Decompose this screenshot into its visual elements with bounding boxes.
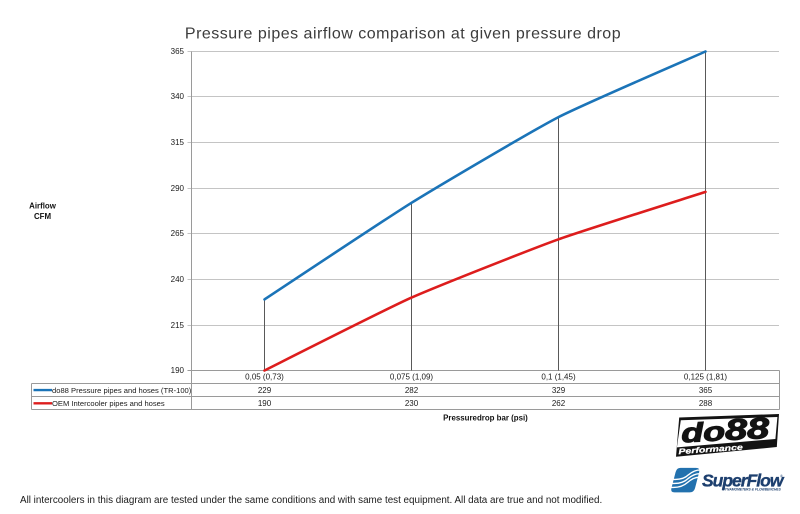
svg-text:288: 288 [699, 399, 713, 408]
svg-text:329: 329 [552, 386, 566, 395]
svg-text:OEM Intercooler pipes and hose: OEM Intercooler pipes and hoses [52, 399, 165, 408]
svg-text:340: 340 [171, 92, 185, 101]
svg-text:365: 365 [171, 47, 185, 56]
svg-text:do88 Pressure pipes and hoses: do88 Pressure pipes and hoses (TR-100) [52, 386, 192, 395]
svg-text:230: 230 [405, 399, 419, 408]
svg-text:CFM: CFM [34, 212, 52, 221]
svg-text:SuperFlow: SuperFlow [702, 470, 785, 490]
svg-text:190: 190 [171, 366, 185, 375]
svg-text:0,1 (1,45): 0,1 (1,45) [541, 373, 576, 382]
svg-text:Pressuredrop bar (psi): Pressuredrop bar (psi) [443, 413, 528, 422]
svg-text:215: 215 [171, 321, 185, 330]
svg-text:265: 265 [171, 229, 185, 238]
svg-text:0,05 (0,73): 0,05 (0,73) [245, 373, 284, 382]
svg-text:®: ® [780, 474, 783, 479]
svg-text:282: 282 [405, 386, 419, 395]
svg-text:229: 229 [258, 386, 272, 395]
svg-text:0,125 (1,81): 0,125 (1,81) [684, 373, 727, 382]
svg-text:do88: do88 [680, 412, 770, 449]
svg-text:All intercoolers in this diagr: All intercoolers in this diagram are tes… [20, 495, 602, 506]
svg-text:240: 240 [171, 275, 185, 284]
svg-text:Airflow: Airflow [29, 201, 57, 210]
svg-text:Pressure pipes airflow compari: Pressure pipes airflow comparison at giv… [185, 25, 621, 42]
svg-text:0,075 (1,09): 0,075 (1,09) [390, 373, 433, 382]
svg-text:190: 190 [258, 399, 272, 408]
svg-text:262: 262 [552, 399, 566, 408]
svg-text:315: 315 [171, 138, 185, 147]
svg-text:365: 365 [699, 386, 713, 395]
svg-text:290: 290 [171, 184, 185, 193]
svg-text:DYNAMOMETERS & FLOWBENCHES: DYNAMOMETERS & FLOWBENCHES [722, 487, 781, 491]
